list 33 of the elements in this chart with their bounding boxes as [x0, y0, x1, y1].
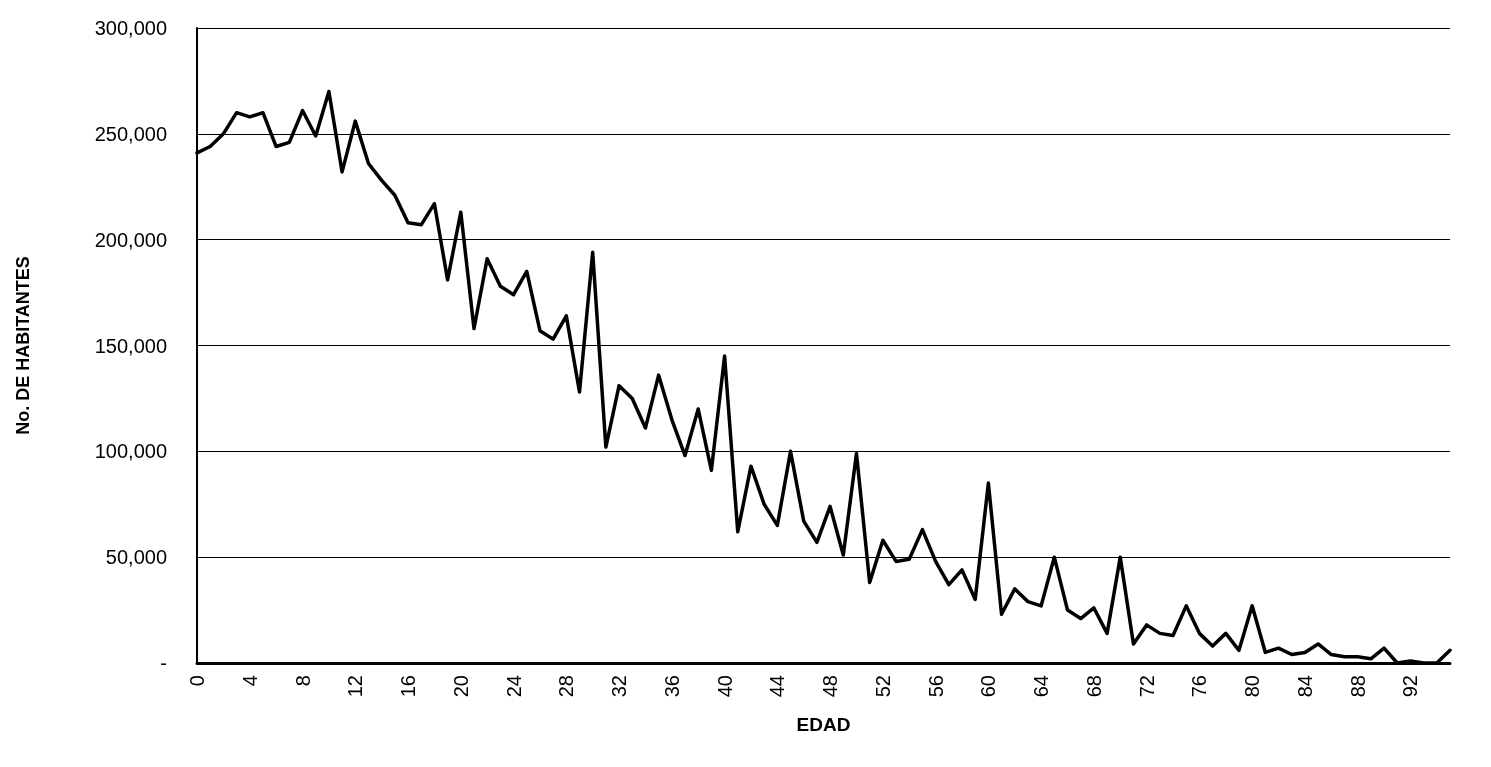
y-tick-label: 50,000: [105, 546, 167, 569]
x-tick-label: 72: [1135, 675, 1158, 698]
x-tick-label: 36: [660, 675, 683, 698]
x-tick-label: 84: [1293, 675, 1316, 698]
x-tick-label: 56: [924, 675, 947, 698]
x-axis-title: EDAD: [796, 714, 851, 735]
x-tick-label: 24: [502, 675, 525, 698]
x-tick-label: 20: [449, 675, 472, 698]
y-tick-label: -: [160, 652, 167, 674]
x-tick-label: 76: [1188, 675, 1211, 698]
x-tick-label: 92: [1399, 675, 1422, 698]
x-tick-label: 88: [1346, 675, 1369, 698]
y-axis-title: No. DE HABITANTES: [13, 256, 33, 435]
x-tick-label: 68: [1082, 675, 1105, 698]
x-tick-label: 4: [238, 675, 261, 687]
x-tick-label: 0: [186, 675, 208, 687]
x-tick-label: 48: [819, 675, 842, 698]
x-tick-label: 40: [713, 675, 736, 698]
y-tick-label: 300,000: [94, 17, 167, 39]
x-tick-label: 28: [555, 675, 578, 698]
x-tick-label: 52: [871, 675, 894, 698]
x-tick-label: 80: [1241, 675, 1264, 698]
x-tick-label: 8: [291, 675, 314, 687]
x-tick-label: 16: [397, 675, 420, 698]
y-tick-label: 100,000: [94, 440, 167, 463]
y-tick-label: 200,000: [94, 228, 167, 251]
y-tick-label: 150,000: [94, 334, 167, 357]
x-tick-label: 12: [344, 675, 367, 698]
x-tick-label: 32: [608, 675, 631, 698]
x-tick-label: 60: [977, 675, 1000, 698]
y-tick-label: 250,000: [94, 122, 167, 145]
x-tick-label: 44: [766, 675, 789, 698]
x-tick-label: 64: [1030, 675, 1053, 698]
